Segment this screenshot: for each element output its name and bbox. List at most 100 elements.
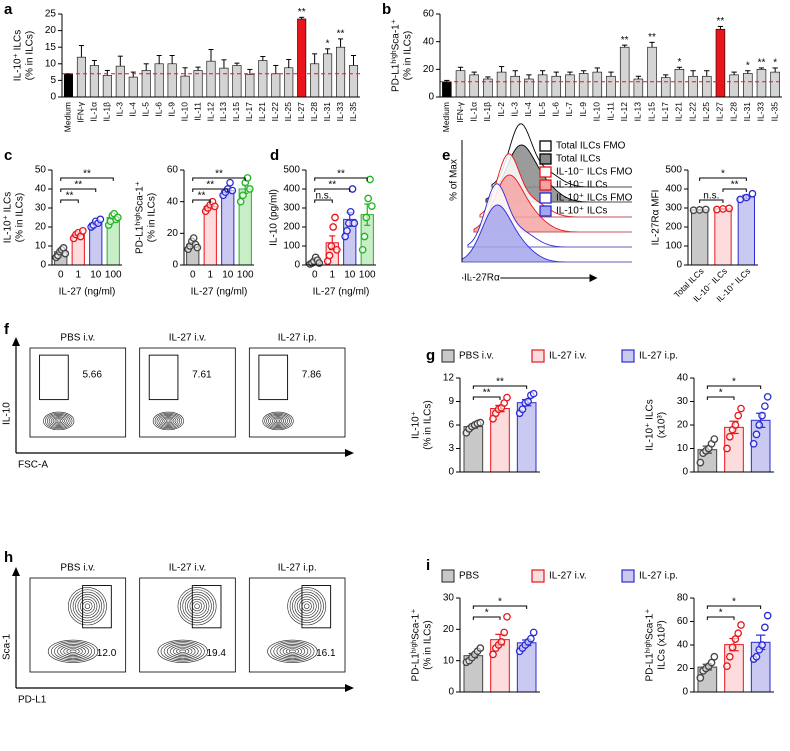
contour — [56, 419, 61, 423]
contour — [160, 416, 177, 426]
error-bar — [117, 55, 123, 67]
significance-bracket — [706, 605, 762, 609]
x-tick-label: 100 — [359, 270, 376, 281]
y-tick-label: 20 — [677, 663, 689, 674]
legend-swatch — [441, 569, 455, 583]
y-tick-label: 40 — [167, 196, 179, 207]
significance-label: n.s. — [315, 191, 331, 202]
data-point — [710, 652, 719, 661]
contour — [63, 646, 83, 656]
contour — [173, 646, 193, 656]
significance-bracket — [472, 616, 501, 620]
contour — [279, 645, 306, 658]
error-bar — [676, 66, 683, 70]
data-point — [346, 207, 355, 216]
data-point — [725, 652, 734, 661]
error-bar — [717, 25, 724, 30]
data-point — [343, 226, 351, 235]
contour — [264, 412, 292, 430]
bar — [496, 71, 507, 98]
y-tick-label: 6 — [448, 420, 454, 431]
x-tick-label: IL-17 — [660, 102, 670, 122]
error-bar — [498, 66, 505, 73]
bar — [89, 65, 99, 98]
error-bar — [143, 63, 149, 71]
contour — [266, 414, 290, 428]
x-tick-label: IL-17 — [244, 102, 254, 122]
significance-label: ** — [328, 180, 336, 191]
plot-title: IL-27 i.p. — [278, 563, 317, 574]
data-point — [364, 194, 373, 203]
x-tick-label: IL-9 — [166, 102, 176, 117]
error-bar — [635, 75, 642, 80]
y-tick-label: 0 — [448, 687, 454, 698]
data-point — [476, 644, 485, 652]
significance: ** — [717, 16, 725, 27]
data-point — [696, 674, 705, 682]
plot-title: IL-27 i.v. — [169, 563, 207, 574]
error-bar — [78, 45, 84, 58]
significance-label: ** — [731, 180, 739, 191]
x-tick-label: IL-13 — [218, 102, 228, 122]
data-point — [527, 634, 535, 643]
error-bar — [567, 71, 573, 75]
data-point — [761, 402, 769, 411]
error-bar — [485, 76, 491, 80]
y-tick-label: 0 — [294, 260, 300, 271]
contour — [48, 415, 69, 427]
gate-value: 7.86 — [302, 369, 322, 380]
error-bar — [169, 55, 175, 64]
x-tick-label: IL-27 — [296, 102, 306, 122]
data-point — [742, 193, 751, 202]
x-tick-label: IL-1α — [468, 102, 478, 122]
significance-bracket — [706, 385, 762, 389]
plot-title: IL-27 i.p. — [278, 333, 317, 344]
x-tick-label: IL-15 — [646, 102, 656, 122]
significance-label: ** — [496, 377, 504, 388]
x-tick-label: Medium — [441, 102, 451, 132]
legend-swatch — [531, 349, 545, 363]
plot-title: PBS i.v. — [60, 563, 95, 574]
contour — [47, 639, 99, 663]
legend-label: PBS i.v. — [459, 351, 494, 362]
contour — [275, 419, 281, 423]
x-tick-label: IL-13 — [633, 102, 643, 122]
y-axis-label: (% in ILCs) — [423, 400, 434, 449]
data-point — [734, 411, 743, 420]
bar — [756, 69, 767, 98]
x-tick-label: IL-31 — [322, 102, 332, 122]
contour — [166, 419, 171, 423]
error-bar — [649, 41, 655, 48]
significance: ** — [758, 58, 766, 69]
contour — [166, 643, 199, 659]
error-bar — [350, 55, 357, 66]
bar — [245, 74, 255, 98]
x-tick-label: IL-6 — [551, 102, 561, 117]
significance-bracket — [699, 199, 724, 203]
error-bar — [471, 71, 477, 75]
contour — [50, 416, 67, 426]
contour — [75, 594, 100, 619]
legend-swatch — [621, 569, 635, 583]
bar — [647, 46, 657, 98]
gate — [82, 585, 112, 629]
data-point — [734, 629, 743, 638]
x-tick-label: IL-11 — [192, 102, 202, 121]
x-tick-label: IL-9 — [578, 102, 588, 117]
contour — [289, 589, 324, 623]
x-axis-label: IL-27 (ng/ml) — [313, 287, 370, 298]
y-tick-label: 300 — [665, 203, 682, 214]
bar — [206, 60, 216, 98]
significance-label: ** — [198, 191, 206, 202]
y-tick-label: 30 — [35, 203, 47, 214]
y-axis-label: % of Max — [449, 159, 460, 201]
contour — [273, 642, 312, 661]
contour — [157, 639, 208, 663]
data-point — [737, 404, 745, 413]
y-tick-label: 20 — [167, 228, 179, 239]
x-tick-label: IL-4 — [128, 102, 138, 117]
x-tick-label: IL-35 — [769, 102, 779, 122]
error-bar — [608, 71, 614, 77]
contour — [270, 416, 286, 426]
data-point — [61, 249, 70, 258]
